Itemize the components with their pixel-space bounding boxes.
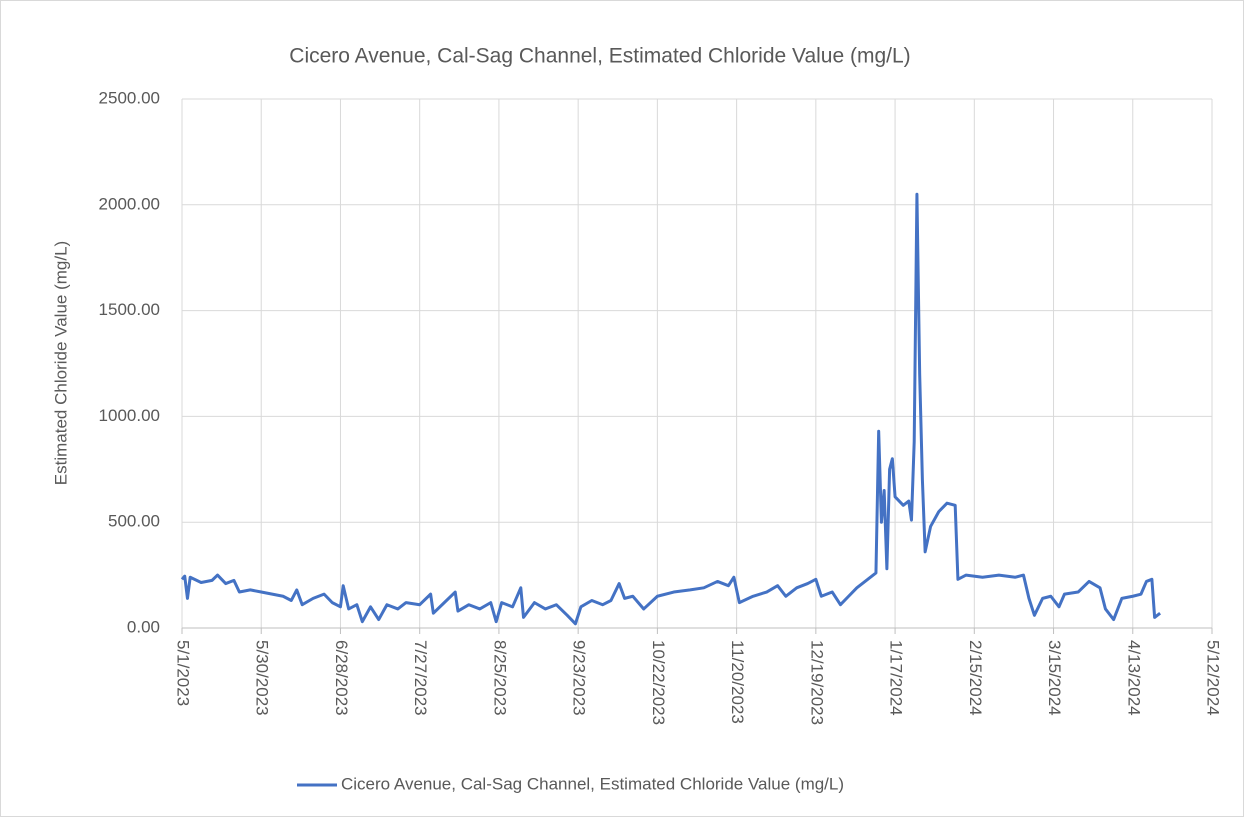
x-tick-label: 11/20/2023 [728,640,747,724]
x-tick-label: 5/1/2023 [174,640,193,706]
data-line [180,192,1162,626]
y-tick-label: 1500.00 [99,300,160,319]
x-tick-label: 7/27/2023 [411,640,430,716]
x-tick-label: 12/19/2023 [807,640,826,725]
x-tick-label: 5/30/2023 [253,640,272,716]
y-tick-label: 1000.00 [99,406,160,425]
x-tick-label: 4/13/2024 [1124,640,1143,716]
y-tick-label: 500.00 [108,512,160,531]
y-tick-label: 0.00 [127,617,160,636]
y-tick-label: 2500.00 [99,88,160,107]
y-tick-label: 2000.00 [99,194,160,213]
x-tick-label: 5/12/2024 [1204,640,1223,716]
y-axis-title: Estimated Chloride Value (mg/L) [51,241,70,485]
x-tick-label: 9/23/2023 [570,640,589,716]
chart-title: Cicero Avenue, Cal-Sag Channel, Estimate… [289,45,910,68]
x-tick-label: 1/17/2024 [887,640,906,716]
x-tick-label: 10/22/2023 [649,640,668,725]
legend-label: Cicero Avenue, Cal-Sag Channel, Estimate… [341,774,844,793]
x-tick-label: 8/25/2023 [490,640,509,716]
x-tick-label: 2/15/2024 [966,640,985,716]
x-tick-label: 3/15/2024 [1045,640,1064,716]
x-tick-label: 6/28/2023 [332,640,351,716]
